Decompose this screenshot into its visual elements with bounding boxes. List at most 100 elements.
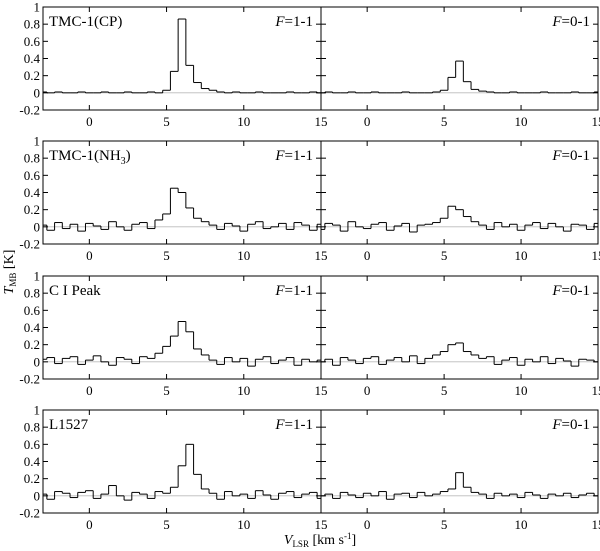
- x-axis-label-part: V: [284, 533, 294, 548]
- step-riser: [46, 19, 318, 93]
- x-tick-label: 5: [163, 383, 170, 398]
- x-tick-label: 5: [441, 248, 448, 263]
- y-tick-label: 0: [34, 85, 41, 100]
- panel-label: L1527: [49, 417, 89, 433]
- x-tick-label: 10: [515, 517, 528, 532]
- y-tick-label: 0.8: [24, 420, 40, 435]
- panel: 0 5 10 15 F=0-1: [320, 140, 600, 263]
- spectrum: [321, 472, 598, 500]
- annotation-part: F: [551, 14, 562, 30]
- y-tick-label: 0.2: [24, 68, 40, 83]
- annotation: F=1-1: [274, 283, 313, 299]
- annotation-part: F: [274, 148, 285, 164]
- annotation-part: F: [551, 148, 562, 164]
- panel: 0 5 10 15 F=0-1: [320, 275, 600, 398]
- step-riser: [46, 444, 318, 501]
- step-riser: [46, 188, 318, 232]
- x-axis-label: VLSR [km s-1]: [284, 531, 356, 549]
- y-tick-label: 0.6: [24, 437, 41, 452]
- x-tick-label: 10: [237, 114, 250, 129]
- panel-label: TMC-1(CP): [49, 14, 122, 30]
- x-axis-label-part: ]: [351, 533, 356, 548]
- step-riser: [324, 342, 595, 367]
- x-tick-label: 15: [592, 114, 600, 129]
- annotation-part: =0-1: [562, 283, 590, 299]
- y-tick-label: 0.6: [24, 34, 41, 49]
- x-axis-label-part: -1: [344, 531, 352, 541]
- y-tick-label: 1: [34, 134, 41, 149]
- y-tick-label: -0.2: [19, 237, 40, 252]
- y-tick-label: 0.8: [24, 151, 40, 166]
- y-tick-label: 0: [34, 219, 41, 234]
- x-tick-label: 5: [163, 114, 170, 129]
- y-tick-label: -0.2: [19, 372, 40, 387]
- x-tick-label: 0: [364, 383, 371, 398]
- x-tick-label: 5: [163, 248, 170, 263]
- spectrum: [43, 18, 321, 94]
- x-tick-label: 0: [364, 248, 371, 263]
- x-tick-label: 10: [237, 517, 250, 532]
- annotation-part: =0-1: [562, 148, 590, 164]
- panel: 0 5 10 15 -0.2 0 0.2 0.4 0.6 0.8 1 TMC-1(NH3) F=1-1: [19, 134, 327, 264]
- spectrum: [43, 320, 321, 367]
- y-tick-label: -0.2: [19, 506, 40, 521]
- annotation-part: =0-1: [562, 14, 590, 30]
- annotation-part: =1-1: [285, 148, 313, 164]
- panel-label-part: TMC-1(NH: [49, 148, 121, 164]
- annotation: F=0-1: [551, 148, 590, 164]
- y-tick-label: 0.2: [24, 202, 40, 217]
- panel-label-part: C I Peak: [49, 283, 101, 299]
- panel: 0 5 10 15 -0.2 0 0.2 0.4 0.6 0.8 1 TMC-1(CP) F=1-1: [19, 0, 327, 129]
- panel-label: C I Peak: [49, 283, 101, 299]
- x-tick-label: 15: [592, 248, 600, 263]
- y-tick-label: 0.6: [24, 303, 41, 318]
- y-tick-label: 1: [34, 403, 41, 418]
- x-tick-label: 0: [86, 517, 93, 532]
- annotation-part: F: [274, 283, 285, 299]
- y-tick-label: 0.2: [24, 337, 40, 352]
- annotation-part: F: [551, 417, 562, 433]
- spectrum: [43, 443, 321, 501]
- annotation-part: =1-1: [285, 14, 313, 30]
- annotation-part: =0-1: [562, 417, 590, 433]
- spectrum: [321, 342, 598, 367]
- annotation: F=1-1: [274, 148, 313, 164]
- panel: 0 5 10 15 -0.2 0 0.2 0.4 0.6 0.8 1 L1527 F=1-1: [19, 403, 327, 533]
- step-riser: [46, 321, 318, 367]
- x-tick-label: 5: [163, 517, 170, 532]
- annotation-part: F: [274, 14, 285, 30]
- panel-label-part: TMC-1(CP): [49, 14, 122, 30]
- x-tick-label: 15: [315, 517, 328, 532]
- x-tick-label: 15: [315, 383, 328, 398]
- y-tick-label: 0.4: [24, 320, 41, 335]
- annotation-part: F: [274, 417, 285, 433]
- x-tick-label: 0: [86, 248, 93, 263]
- panel-label: TMC-1(NH3): [49, 148, 131, 167]
- x-tick-label: 0: [364, 114, 371, 129]
- panel: 0 5 10 15 -0.2 0 0.2 0.4 0.6 0.8 1 C I Peak F=1-1: [19, 269, 327, 399]
- annotation: F=0-1: [551, 14, 590, 30]
- panel: 0 5 10 15 F=0-1: [320, 409, 600, 532]
- y-tick-label: 0.8: [24, 286, 40, 301]
- y-tick-label: 0.4: [24, 185, 41, 200]
- x-axis-label-part: [km s: [309, 533, 344, 548]
- x-axis-label-part: LSR: [292, 539, 309, 549]
- step-riser: [324, 472, 595, 500]
- spectrum: [321, 205, 598, 233]
- x-tick-label: 10: [237, 383, 250, 398]
- panel-label-part: 3: [121, 156, 126, 167]
- x-tick-label: 10: [515, 248, 528, 263]
- y-axis-label-part: [K]: [2, 250, 17, 273]
- x-tick-label: 5: [441, 517, 448, 532]
- y-tick-label: 1: [34, 269, 41, 284]
- annotation: F=0-1: [551, 283, 590, 299]
- x-tick-label: 15: [592, 383, 600, 398]
- annotation-part: =1-1: [285, 417, 313, 433]
- y-axis-label-part: T: [2, 285, 17, 294]
- annotation-part: =1-1: [285, 283, 313, 299]
- x-tick-label: 10: [515, 114, 528, 129]
- x-tick-label: 15: [315, 114, 328, 129]
- y-axis-label: TMB [K]: [2, 250, 18, 295]
- panel-label-part: L1527: [49, 417, 89, 433]
